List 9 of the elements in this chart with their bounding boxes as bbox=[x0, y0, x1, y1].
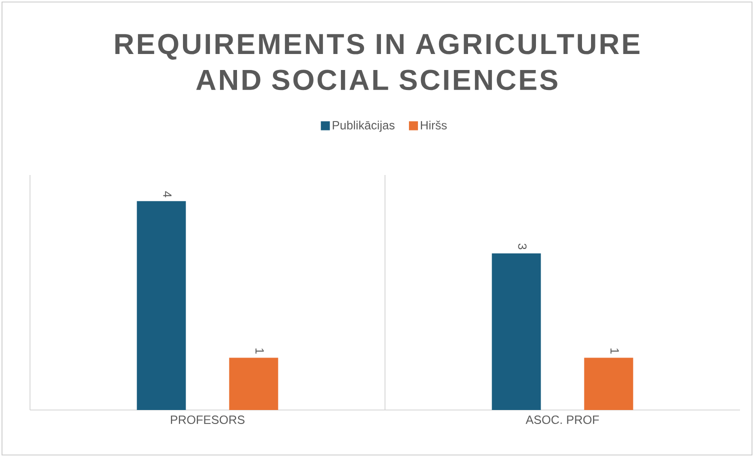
legend-label: Publikācijas bbox=[332, 120, 395, 132]
data-label: 4 bbox=[163, 191, 172, 198]
data-label: 1 bbox=[256, 348, 264, 354]
data-label: 1 bbox=[610, 348, 619, 354]
legend-label: Hiršs bbox=[420, 120, 447, 130]
chart-title: REQUIREMENTS IN AGRICULTURE AND SOCIAL SCIENCES bbox=[115, 34, 640, 90]
x-tick-label: PROFESORS bbox=[170, 416, 244, 424]
x-tick-label: ASOC. PROF bbox=[526, 416, 599, 424]
data-label: 3 bbox=[518, 244, 527, 250]
